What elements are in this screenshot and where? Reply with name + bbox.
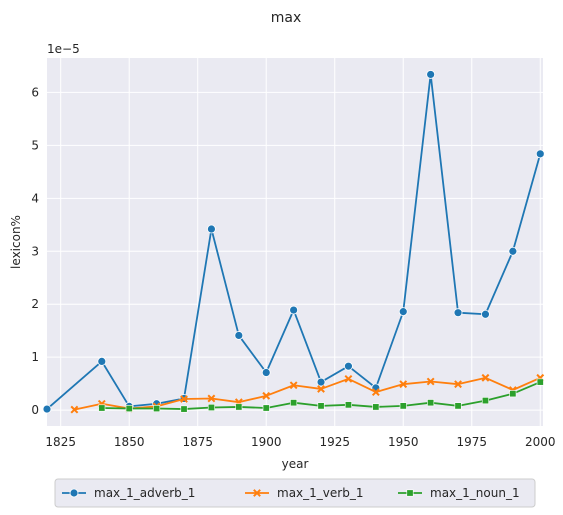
data-point bbox=[235, 403, 243, 411]
data-point bbox=[399, 380, 408, 389]
data-point bbox=[453, 308, 463, 318]
y-tick-label: 3 bbox=[31, 244, 39, 258]
data-point bbox=[426, 70, 436, 79]
data-point bbox=[406, 489, 414, 497]
y-axis: 0 1 2 3 4 5 6 bbox=[31, 85, 39, 417]
data-point bbox=[207, 394, 216, 403]
data-point bbox=[289, 305, 299, 315]
x-tick-label: 1975 bbox=[456, 435, 487, 449]
series-max-1-noun-1 bbox=[98, 378, 544, 413]
legend-item: max_1_verb_1 bbox=[245, 486, 363, 500]
data-point bbox=[371, 388, 380, 397]
data-point bbox=[97, 357, 107, 366]
data-point bbox=[398, 307, 408, 317]
data-point bbox=[42, 404, 52, 414]
data-point bbox=[153, 405, 161, 413]
x-tick-label: 2000 bbox=[525, 435, 556, 449]
data-point bbox=[262, 391, 271, 400]
x-tick-label: 1875 bbox=[182, 435, 213, 449]
data-point bbox=[426, 377, 435, 386]
y-tick-label: 4 bbox=[31, 191, 39, 205]
data-point bbox=[70, 405, 79, 414]
data-point bbox=[317, 402, 325, 410]
legend-label: max_1_verb_1 bbox=[277, 486, 363, 500]
data-point bbox=[262, 404, 270, 412]
data-point bbox=[344, 361, 353, 371]
data-point bbox=[253, 489, 261, 497]
data-point bbox=[317, 385, 325, 393]
data-point bbox=[509, 390, 517, 398]
data-point bbox=[207, 403, 215, 411]
data-point bbox=[372, 403, 380, 411]
data-point bbox=[344, 374, 353, 383]
data-point bbox=[481, 309, 490, 319]
data-point bbox=[508, 246, 518, 256]
chart-title: max bbox=[271, 10, 302, 26]
x-tick-label: 1850 bbox=[114, 435, 145, 449]
data-point bbox=[316, 377, 326, 387]
legend-label: max_1_adverb_1 bbox=[94, 486, 195, 500]
data-point bbox=[180, 405, 188, 413]
data-point bbox=[180, 395, 188, 403]
legend-item: max_1_noun_1 bbox=[398, 486, 520, 500]
data-point bbox=[536, 378, 544, 386]
data-point bbox=[207, 224, 216, 234]
y-tick-label: 2 bbox=[31, 297, 39, 311]
legend: max_1_adverb_1 max_1_verb_1 max_1_noun_1 bbox=[54, 478, 536, 508]
x-tick-label: 1900 bbox=[251, 435, 282, 449]
data-point bbox=[481, 373, 490, 382]
grid-lines bbox=[47, 58, 543, 426]
data-point bbox=[454, 380, 462, 389]
y-tick-label: 0 bbox=[31, 403, 39, 417]
data-point bbox=[535, 149, 545, 159]
plot-background bbox=[47, 58, 543, 426]
y-axis-label: lexicon% bbox=[9, 215, 23, 269]
x-tick-label: 1925 bbox=[319, 435, 350, 449]
data-point bbox=[98, 404, 106, 412]
series-line bbox=[46, 73, 542, 410]
y-tick-label: 1 bbox=[31, 350, 39, 364]
x-tick-label: 1950 bbox=[388, 435, 419, 449]
data-point bbox=[399, 402, 407, 410]
data-point bbox=[69, 488, 79, 498]
series-group bbox=[42, 70, 545, 414]
data-point bbox=[427, 399, 435, 407]
legend-label: max_1_noun_1 bbox=[430, 486, 520, 500]
x-axis-label: year bbox=[282, 457, 309, 471]
y-tick-label: 5 bbox=[31, 138, 39, 152]
data-point bbox=[234, 331, 244, 340]
x-tick-label: 1825 bbox=[45, 435, 76, 449]
y-scale-label: 1e−5 bbox=[47, 42, 80, 56]
y-tick-label: 6 bbox=[31, 85, 39, 99]
x-axis: 1825 1850 1875 1900 1925 1950 1975 2000 bbox=[45, 435, 555, 449]
legend-frame bbox=[54, 478, 536, 508]
data-point bbox=[125, 405, 133, 413]
series-line bbox=[74, 376, 541, 411]
data-point bbox=[290, 399, 298, 407]
data-point bbox=[344, 401, 352, 409]
legend-item: max_1_adverb_1 bbox=[62, 486, 195, 500]
data-point bbox=[261, 368, 271, 377]
data-point bbox=[289, 381, 298, 390]
data-point bbox=[481, 397, 489, 405]
data-point bbox=[454, 402, 462, 410]
